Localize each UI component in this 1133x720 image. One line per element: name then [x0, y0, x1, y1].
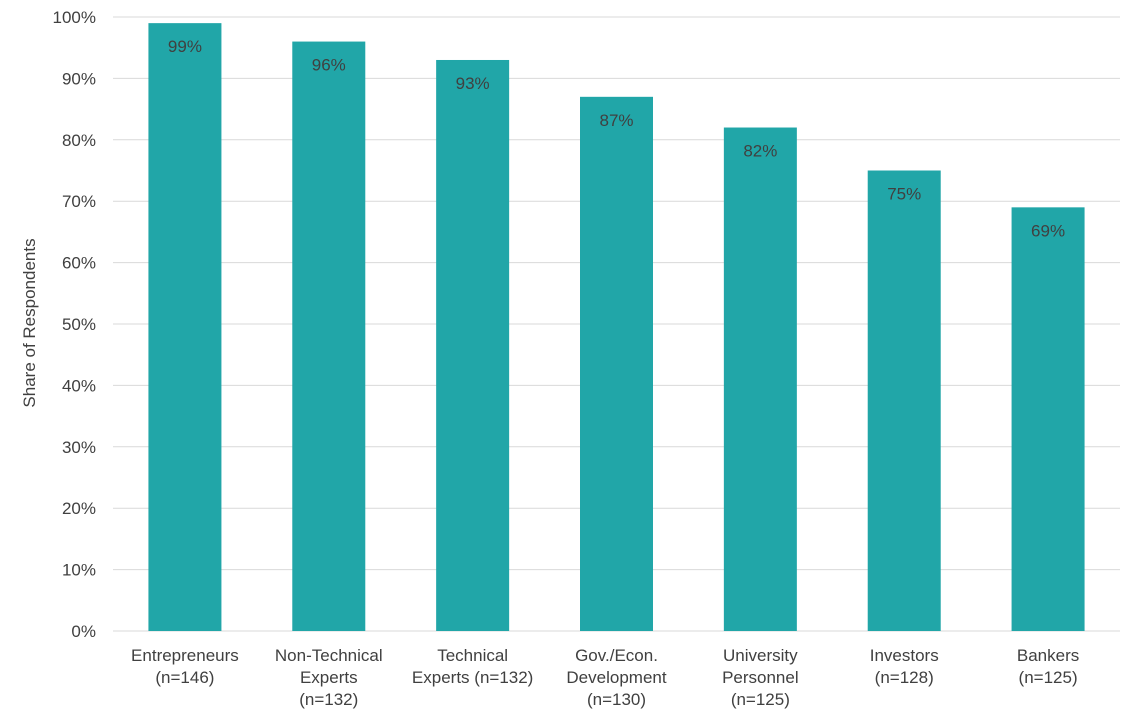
y-tick-label: 20% [62, 499, 96, 518]
y-axis-label: Share of Respondents [20, 238, 39, 407]
data-label: 93% [456, 74, 490, 93]
y-tick-label: 90% [62, 69, 96, 88]
data-label: 69% [1031, 221, 1065, 240]
x-category-label: Entrepreneurs [131, 646, 239, 665]
y-tick-label: 30% [62, 438, 96, 457]
data-label: 96% [312, 56, 346, 75]
data-label: 87% [599, 111, 633, 130]
y-tick-label: 100% [53, 8, 96, 27]
data-label: 99% [168, 37, 202, 56]
y-tick-label: 50% [62, 315, 96, 334]
x-category-label: Investors [870, 646, 939, 665]
x-category-label: (n=125) [1019, 668, 1078, 687]
x-category-label: (n=132) [299, 690, 358, 709]
x-category-label: Development [566, 668, 666, 687]
x-category-label: Personnel [722, 668, 799, 687]
bar [580, 96, 653, 631]
x-category-label: (n=146) [155, 668, 214, 687]
y-tick-label: 80% [62, 131, 96, 150]
y-tick-label: 10% [62, 561, 96, 580]
x-axis-categories: Entrepreneurs (n=146) Non-Technical Experts… [131, 646, 1079, 709]
x-category-label: Non-Technical [275, 646, 383, 665]
x-category-label: (n=125) [731, 690, 790, 709]
x-category-label: Gov./Econ. [575, 646, 658, 665]
x-category-label: Technical [437, 646, 508, 665]
bar [867, 170, 941, 631]
y-tick-label: 60% [62, 254, 96, 273]
bar [723, 127, 797, 632]
x-category-label: Bankers [1017, 646, 1079, 665]
data-label: 82% [743, 142, 777, 161]
bar [1011, 207, 1085, 631]
x-category-label: Experts [300, 668, 358, 687]
y-tick-label: 40% [62, 376, 96, 395]
x-category-label: (n=128) [875, 668, 934, 687]
bars [148, 23, 1085, 632]
y-tick-label: 0% [71, 622, 96, 641]
x-category-label: University [723, 646, 798, 665]
data-labels: 99% 96% 93% 87% 82% 75% 69% [168, 37, 1065, 240]
y-tick-label: 70% [62, 192, 96, 211]
bar [292, 41, 366, 632]
bar [148, 23, 222, 631]
y-axis-ticks: 0% 10% 20% 30% 40% 50% 60% 70% 80% 90% 100% [53, 8, 96, 641]
bar [436, 59, 510, 632]
x-category-label: (n=130) [587, 690, 646, 709]
x-category-label: Experts (n=132) [412, 668, 533, 687]
data-label: 75% [887, 185, 921, 204]
